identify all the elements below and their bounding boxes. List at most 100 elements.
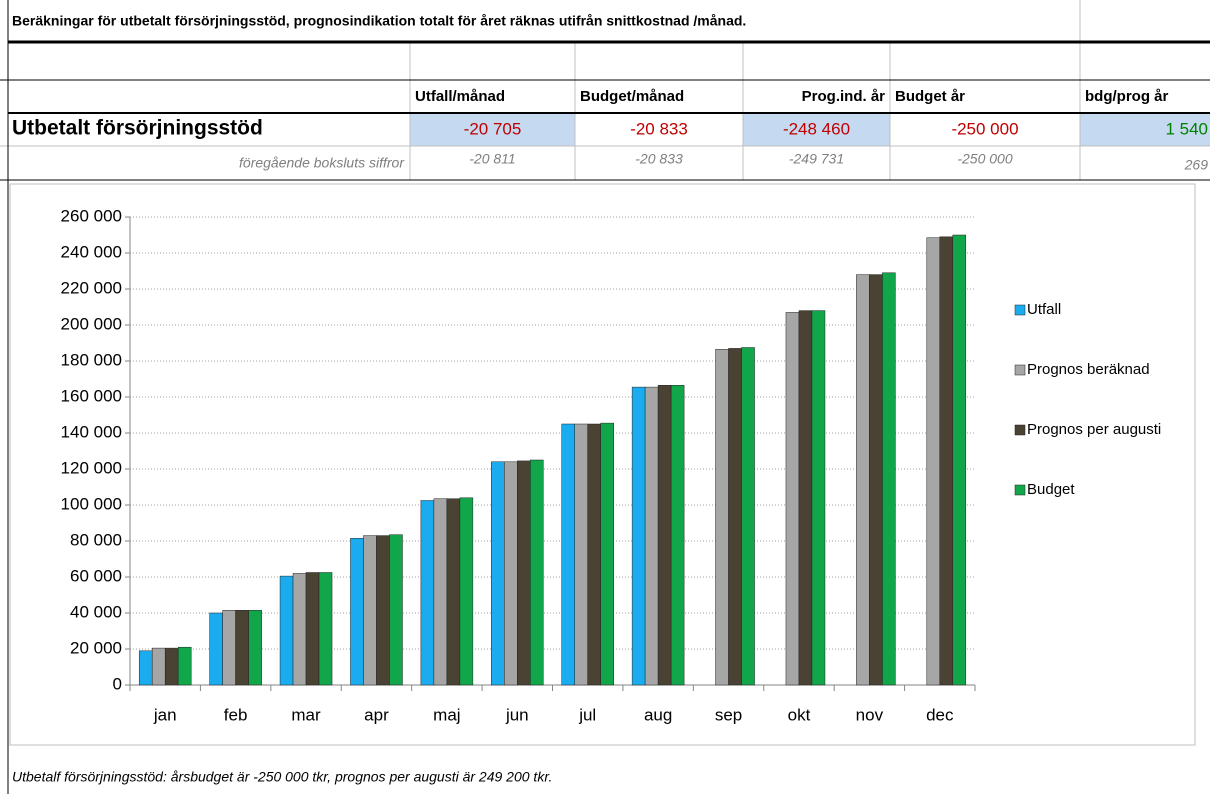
legend-swatch xyxy=(1014,364,1026,376)
bar xyxy=(574,423,588,686)
x-tick-label: feb xyxy=(224,705,248,724)
bar xyxy=(670,385,685,686)
bar xyxy=(209,612,223,686)
legend-swatch xyxy=(1014,484,1026,496)
y-tick-label: 260 000 xyxy=(61,206,122,225)
y-tick-label: 80 000 xyxy=(70,530,122,549)
cell-fill xyxy=(1080,113,1210,146)
bar xyxy=(318,572,333,686)
y-tick-label: 220 000 xyxy=(61,278,122,297)
bar xyxy=(363,535,377,686)
bar xyxy=(151,647,166,686)
x-tick-label: aug xyxy=(644,705,672,724)
legend-label: Utfall xyxy=(1027,301,1061,318)
y-tick-label: 240 000 xyxy=(61,242,122,261)
bar xyxy=(433,498,448,686)
cell-fill xyxy=(743,113,890,146)
bar xyxy=(504,461,518,686)
bar xyxy=(420,500,435,686)
bar xyxy=(292,573,307,686)
bar xyxy=(600,422,614,686)
bar xyxy=(926,237,941,686)
value-cell: -250 000 xyxy=(951,119,1018,138)
bar xyxy=(939,236,954,686)
bar xyxy=(177,646,192,686)
cell-fill xyxy=(410,113,575,146)
x-tick-label: jan xyxy=(153,705,177,724)
x-tick-label: jun xyxy=(505,705,529,724)
bar xyxy=(561,423,575,686)
bar xyxy=(728,348,742,686)
legend-label: Budget xyxy=(1027,481,1075,498)
bar xyxy=(631,386,646,686)
y-tick-label: 0 xyxy=(113,674,122,693)
y-tick-label: 180 000 xyxy=(61,350,122,369)
value-cell: 1 540 xyxy=(1165,119,1208,138)
y-tick-label: 100 000 xyxy=(61,494,122,513)
bar xyxy=(138,650,153,686)
bar xyxy=(491,461,505,686)
row-label: föregående boksluts siffror xyxy=(239,155,405,171)
bar xyxy=(376,535,390,686)
x-tick-label: apr xyxy=(364,705,389,724)
bar xyxy=(517,460,531,686)
bar xyxy=(811,310,826,686)
legend-label: Prognos beräknad xyxy=(1027,361,1150,378)
value-cell: -248 460 xyxy=(783,119,850,138)
bar xyxy=(389,534,403,686)
bar xyxy=(869,274,883,686)
table-title: Beräkningar för utbetalt försörjningsstö… xyxy=(12,13,746,29)
x-tick-label: jul xyxy=(578,705,596,724)
y-tick-label: 60 000 xyxy=(70,566,122,585)
x-tick-label: sep xyxy=(715,705,742,724)
header-cell: Utfall/månad xyxy=(415,88,505,105)
bar xyxy=(644,386,659,686)
bar xyxy=(530,459,544,686)
row-label: Utbetalt försörjningsstöd xyxy=(12,117,263,140)
bar xyxy=(785,312,800,686)
value-cell: 269 xyxy=(1184,157,1209,173)
value-cell: -250 000 xyxy=(957,151,1012,167)
y-tick-label: 140 000 xyxy=(61,422,122,441)
bar xyxy=(459,497,474,686)
value-cell: -20 833 xyxy=(630,119,688,138)
y-tick-label: 20 000 xyxy=(70,638,122,657)
legend-swatch xyxy=(1014,424,1026,436)
value-cell: -20 833 xyxy=(635,151,683,167)
x-tick-label: maj xyxy=(433,705,460,724)
y-tick-label: 120 000 xyxy=(61,458,122,477)
bar xyxy=(715,349,729,686)
bar xyxy=(235,610,249,686)
bar xyxy=(350,538,364,686)
y-tick-label: 40 000 xyxy=(70,602,122,621)
y-tick-label: 200 000 xyxy=(61,314,122,333)
bar xyxy=(657,385,672,686)
legend-swatch xyxy=(1014,304,1026,316)
bar xyxy=(222,610,236,686)
x-tick-label: dec xyxy=(926,705,954,724)
footnote: Utbetalf försörjningsstöd: årsbudget är … xyxy=(12,769,552,785)
x-tick-label: nov xyxy=(856,705,884,724)
bar xyxy=(279,575,294,686)
bar xyxy=(952,234,967,686)
header-cell: Budget/månad xyxy=(580,88,684,105)
header-cell: Budget år xyxy=(895,88,965,105)
x-tick-label: mar xyxy=(291,705,321,724)
bar xyxy=(248,610,262,686)
bar xyxy=(446,498,461,686)
value-cell: -249 731 xyxy=(789,151,844,167)
header-cell: Prog.ind. år xyxy=(802,88,886,105)
bar xyxy=(741,347,755,686)
bar xyxy=(882,272,896,686)
legend-label: Prognos per augusti xyxy=(1027,421,1161,438)
bar xyxy=(587,423,601,686)
bar xyxy=(856,274,870,686)
y-tick-label: 160 000 xyxy=(61,386,122,405)
bar xyxy=(798,310,813,686)
header-cell: bdg/prog år xyxy=(1085,88,1168,105)
bar xyxy=(164,647,179,686)
value-cell: -20 705 xyxy=(464,119,522,138)
